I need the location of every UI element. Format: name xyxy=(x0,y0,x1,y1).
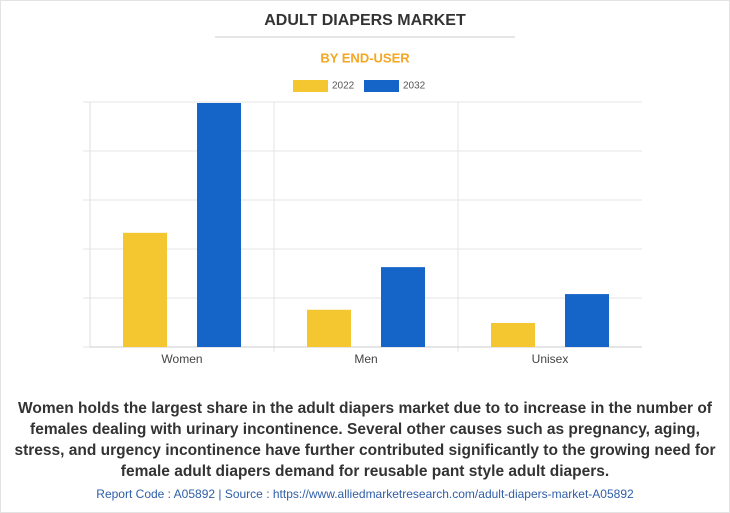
chart: ADULT DIAPERS MARKET BY END-USER 2022 203… xyxy=(83,12,642,366)
legend-swatch xyxy=(364,80,399,92)
x-tick-label: Unisex xyxy=(532,352,569,366)
bar xyxy=(381,267,425,347)
bar xyxy=(197,102,241,347)
legend-label: 2032 xyxy=(403,81,426,92)
chart-subtitle: BY END-USER xyxy=(320,50,410,65)
x-tick-label: Men xyxy=(354,352,377,366)
bar xyxy=(123,232,167,347)
bar xyxy=(307,309,351,347)
legend-label: 2022 xyxy=(332,81,355,92)
footer: Report Code : A05892 | Source : https://… xyxy=(96,487,634,501)
bar xyxy=(491,322,535,347)
x-tick-label: Women xyxy=(161,352,202,366)
legend-swatch xyxy=(293,80,328,92)
chart-title: ADULT DIAPERS MARKET xyxy=(264,12,466,29)
bar xyxy=(565,294,609,347)
description: Women holds the largest share in the adu… xyxy=(14,400,716,480)
